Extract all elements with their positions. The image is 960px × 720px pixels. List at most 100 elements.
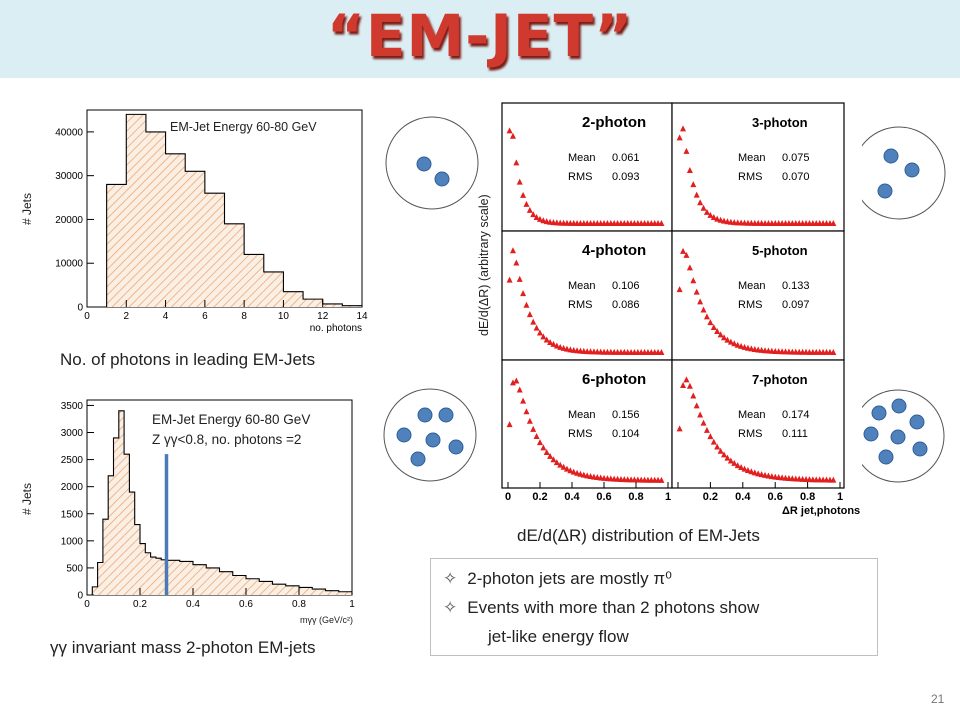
data-marker bbox=[734, 341, 741, 348]
data-marker bbox=[731, 459, 738, 466]
bullet-2: ✧ Events with more than 2 photons show bbox=[443, 598, 759, 618]
rms-value: 0.086 bbox=[612, 299, 640, 311]
histogram-bar bbox=[272, 584, 286, 595]
grid-panel bbox=[671, 102, 845, 232]
x-tick-label: 0.8 bbox=[800, 491, 815, 503]
histogram-bar bbox=[150, 557, 156, 595]
histogram-bar bbox=[285, 585, 299, 595]
y-tick-label: 1500 bbox=[61, 509, 84, 520]
histogram-bar bbox=[118, 410, 125, 595]
x-tick-label: 2 bbox=[124, 311, 130, 322]
hist2-xlabel: mγγ (GeV/c²) bbox=[300, 615, 353, 625]
data-marker bbox=[563, 465, 570, 472]
data-marker bbox=[717, 331, 724, 338]
rms-value: 0.097 bbox=[782, 299, 810, 311]
data-marker bbox=[744, 467, 751, 474]
panel-label: 6-photon bbox=[582, 371, 646, 388]
histogram-bar bbox=[303, 299, 323, 307]
data-marker bbox=[830, 348, 837, 355]
histogram-bar bbox=[134, 524, 140, 595]
data-marker bbox=[703, 313, 710, 320]
rms-value: 0.111 bbox=[782, 428, 808, 440]
data-marker bbox=[516, 386, 523, 393]
histogram-bar bbox=[126, 114, 146, 307]
data-marker bbox=[533, 213, 540, 220]
y-tick-label: 500 bbox=[66, 563, 83, 574]
data-marker bbox=[738, 463, 745, 470]
data-marker bbox=[683, 376, 690, 383]
seven-photon-diagram bbox=[851, 389, 945, 483]
x-tick-label: 0.4 bbox=[564, 491, 580, 503]
data-marker bbox=[686, 382, 693, 389]
data-marker bbox=[686, 166, 693, 173]
x-tick-label: 0.2 bbox=[133, 599, 147, 610]
data-marker bbox=[680, 247, 687, 254]
data-marker bbox=[523, 301, 530, 308]
histogram-bar bbox=[246, 578, 260, 595]
histogram-bar bbox=[106, 184, 127, 307]
two-photon-diagram bbox=[385, 116, 479, 210]
mean-label: Mean bbox=[568, 152, 596, 164]
data-marker bbox=[690, 181, 697, 188]
mean-value: 0.061 bbox=[612, 152, 640, 164]
bullet-1: ✧ 2-photon jets are mostly π⁰ bbox=[443, 569, 672, 589]
data-marker bbox=[748, 468, 755, 475]
histogram-bar bbox=[219, 571, 233, 595]
histogram-bar bbox=[124, 454, 130, 595]
y-tick-label: 20000 bbox=[55, 215, 83, 226]
histogram-bar bbox=[97, 562, 103, 595]
grid-panel bbox=[501, 230, 673, 361]
y-tick-label: 3500 bbox=[61, 401, 84, 412]
data-marker bbox=[577, 470, 584, 477]
mean-value: 0.133 bbox=[782, 280, 810, 292]
y-tick-label: 3000 bbox=[61, 428, 84, 439]
x-tick-label: 1 bbox=[837, 491, 843, 503]
data-marker bbox=[686, 264, 693, 271]
data-marker bbox=[658, 476, 665, 483]
histogram-bar bbox=[193, 564, 207, 595]
data-marker bbox=[557, 343, 564, 350]
mean-value: 0.174 bbox=[782, 409, 810, 421]
x-tick-label: 0.2 bbox=[703, 491, 718, 503]
data-marker bbox=[676, 134, 683, 141]
data-marker bbox=[526, 206, 533, 213]
histogram-bar bbox=[166, 560, 180, 595]
data-marker bbox=[547, 338, 554, 345]
data-marker bbox=[509, 132, 516, 139]
mean-label: Mean bbox=[568, 280, 596, 292]
data-marker bbox=[540, 333, 547, 340]
hist2-annotation-1: EM-Jet Energy 60-80 GeV bbox=[152, 412, 311, 427]
x-tick-label: 0.6 bbox=[239, 599, 253, 610]
data-marker bbox=[526, 311, 533, 318]
data-marker bbox=[506, 421, 513, 428]
data-marker bbox=[731, 340, 738, 347]
data-marker bbox=[741, 465, 748, 472]
energy-flow-grid: 2-photon Mean 0.061 RMS 0.093 3-photon Mean 0.0… bbox=[482, 98, 862, 518]
data-marker bbox=[513, 159, 520, 166]
rms-label: RMS bbox=[738, 428, 762, 440]
data-marker bbox=[536, 329, 543, 336]
y-tick-label: 40000 bbox=[55, 127, 83, 138]
y-tick-label: 2000 bbox=[61, 482, 84, 493]
x-tick-label: 0 bbox=[84, 311, 90, 322]
data-marker bbox=[717, 447, 724, 454]
grid-panel bbox=[501, 359, 673, 489]
data-marker bbox=[509, 379, 516, 386]
rms-value: 0.093 bbox=[612, 171, 640, 183]
x-tick-label: 0.6 bbox=[596, 491, 611, 503]
page-number: 21 bbox=[931, 692, 945, 706]
summary-box: ✧ 2-photon jets are mostly π⁰ ✧ Events wit… bbox=[430, 558, 878, 656]
data-marker bbox=[697, 199, 704, 206]
histogram-bar bbox=[325, 590, 339, 595]
three-photon-diagram bbox=[852, 126, 946, 220]
rms-value: 0.070 bbox=[782, 171, 810, 183]
histogram-bar bbox=[140, 543, 146, 595]
data-marker bbox=[697, 298, 704, 305]
grid-panel bbox=[671, 359, 845, 489]
energy-flow-grid-svg: 2-photon Mean 0.061 RMS 0.093 3-photon Mean 0.0… bbox=[501, 102, 860, 517]
histogram-bar bbox=[165, 153, 186, 307]
y-tick-label: 1000 bbox=[61, 536, 84, 547]
data-marker bbox=[721, 451, 728, 458]
x-tick-label: 8 bbox=[241, 311, 247, 322]
y-tick-label: 10000 bbox=[55, 259, 83, 270]
